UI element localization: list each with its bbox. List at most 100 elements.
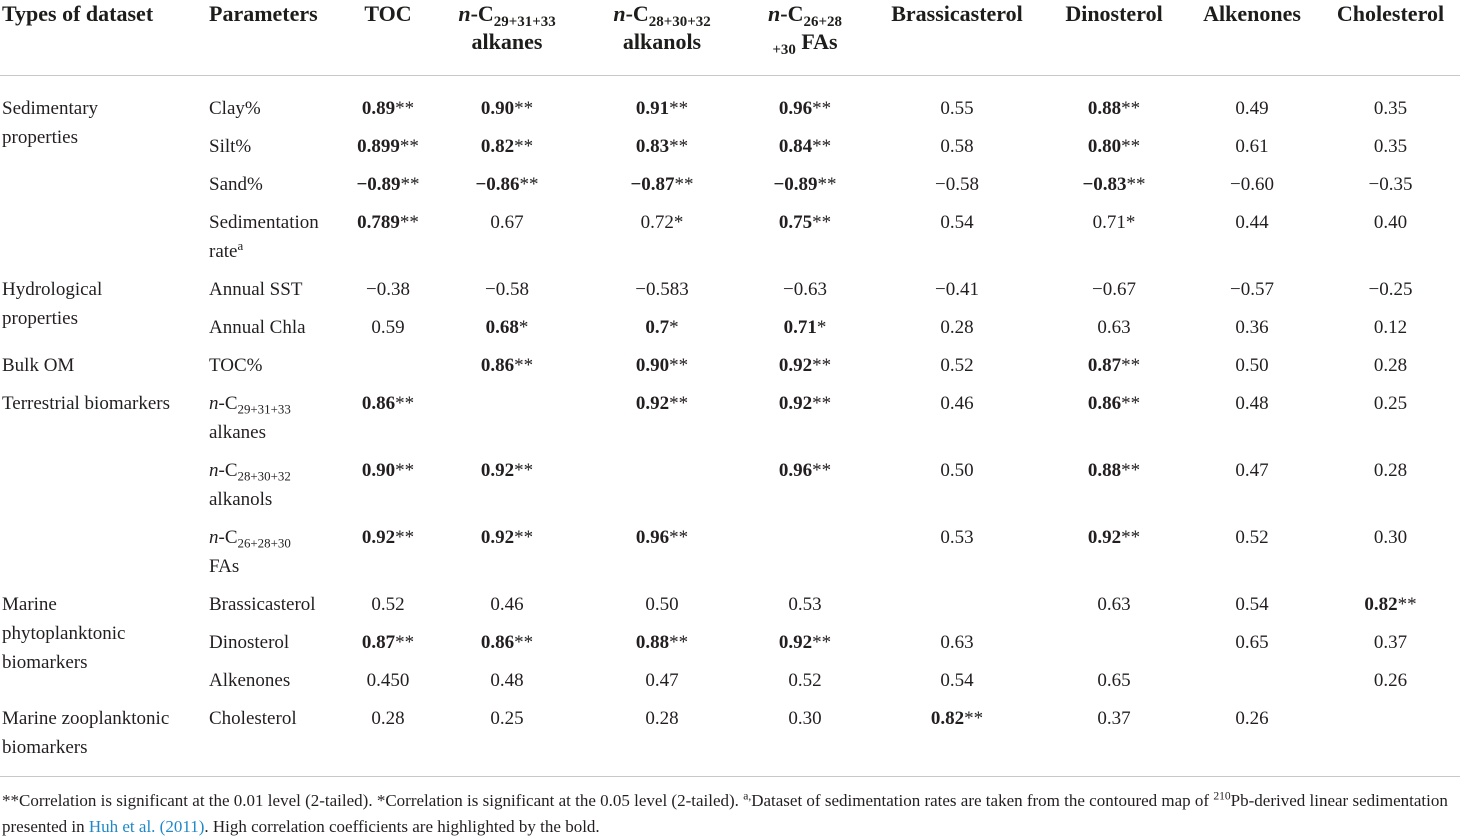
correlation-value: −0.583 [635,278,689,300]
correlation-value: 0.26 [1373,669,1408,691]
correlation-value: 0.67 [490,211,524,233]
correlation-value: −0.60 [1230,173,1274,195]
group-label-line: Bulk OM [2,354,75,376]
table-row: Terrestrial biomarkers n-C29+31+33 alkane… [0,384,1460,451]
correlation-value: 0.96 [778,459,813,481]
parameter: n-C28+30+32 alkanols [205,451,345,518]
citation-link[interactable]: Huh et al. (2011) [88,816,205,836]
column-header: Parameters [209,1,318,26]
correlation-value: 0.86 [1087,392,1122,414]
correlation-cell: 0.40 [1321,203,1460,270]
correlation-value: 0.12 [1373,316,1408,338]
correlation-value: 0.25 [490,707,524,729]
group-label-line: biomarkers [2,736,88,758]
correlation-cell: 0.50 [1183,346,1321,384]
significance-mark: ** [669,97,689,119]
empty-cell [583,451,741,518]
correlation-cell: 0.63 [869,623,1045,661]
correlation-value: 0.49 [1235,97,1269,119]
correlation-cell: −0.38 [345,270,431,308]
parameter: Sedimentation ratea [205,203,345,270]
significance-mark: ** [669,135,689,157]
table-row: Sedimentary properties Clay% 0.89** 0.90** 0.… [0,76,1460,148]
correlation-cell: 0.46 [869,384,1045,451]
correlation-cell: 0.789** [345,203,431,270]
text-part: a, [743,789,752,803]
correlation-value: −0.89 [773,173,818,195]
significance-mark: ** [514,459,534,481]
correlation-value: 0.52 [788,669,822,691]
group-label-line: Marine [2,593,57,615]
correlation-cell: 0.49 [1183,76,1321,128]
correlation-cell: −0.583 [583,270,741,308]
significance-mark: ** [395,459,415,481]
correlation-value: 0.48 [1235,392,1269,414]
correlation-value: 0.26 [1235,707,1269,729]
correlation-cell: 0.86** [431,346,583,384]
correlation-cell: 0.65 [1045,661,1183,699]
correlation-value: 0.899 [357,135,400,157]
significance-mark: * [673,211,684,233]
correlation-value: −0.41 [935,278,979,300]
parameter: TOC% [209,354,263,376]
correlation-cell: 0.30 [1321,518,1460,585]
table-row: Annual Chla 0.59 0.68* 0.7* 0.71* 0.28 0.63 0.3… [0,308,1460,346]
correlation-value: 0.71 [783,316,817,338]
group-label: Marine zooplanktonic biomarkers [0,699,205,776]
column-header: Alkenones [1203,1,1301,26]
correlation-value: 0.88 [1087,459,1122,481]
correlation-value: 0.65 [1235,631,1269,653]
correlation-value: 0.71 [1092,211,1126,233]
significance-mark: ** [514,97,534,119]
significance-mark: * [816,316,827,338]
correlation-value: 0.65 [1097,669,1131,691]
correlation-cell: 0.28 [1321,451,1460,518]
group-label: Terrestrial biomarkers [0,384,205,585]
significance-mark: ** [519,173,539,195]
correlation-cell: 0.96** [583,518,741,585]
correlation-cell: 0.75** [741,203,869,270]
column-header: Brassicasterol [891,1,1023,26]
significance-mark: ** [395,526,415,548]
correlation-value: 0.87 [361,631,396,653]
correlation-value: 0.80 [1087,135,1122,157]
correlation-cell: 0.82** [869,699,1045,776]
table-row: Bulk OM TOC% 0.86** 0.90** 0.92** 0.52 0.87** 0… [0,346,1460,384]
parameter: Brassicasterol [209,593,316,615]
parameter: Annual SST [209,278,303,300]
correlation-value: 0.52 [1235,526,1269,548]
correlation-cell: 0.26 [1183,699,1321,776]
correlation-value: 0.75 [778,211,813,233]
correlation-cell: −0.35 [1321,165,1460,203]
text-part: -C [780,1,804,26]
correlation-value: 0.53 [940,526,974,548]
significance-mark: ** [674,173,694,195]
correlation-cell: 0.450 [345,661,431,699]
significance-mark: ** [1397,593,1417,615]
text-part: 26+28+30 [237,535,291,551]
table-row: Alkenones 0.450 0.48 0.47 0.52 0.54 0.65 0.26 [0,661,1460,699]
correlation-cell: 0.71* [741,308,869,346]
correlation-cell: 0.88** [583,623,741,661]
correlation-value: 0.96 [635,526,670,548]
correlation-cell: −0.58 [431,270,583,308]
significance-mark: ** [964,707,984,729]
correlation-value: 0.28 [1373,354,1408,376]
correlation-cell: −0.67 [1045,270,1183,308]
correlation-cell: 0.48 [1183,384,1321,451]
parameter: n-C26+28+30 FAs [205,518,345,585]
correlation-value: 0.37 [1097,707,1131,729]
correlation-cell: 0.90** [431,76,583,128]
correlation-cell: 0.89** [345,76,431,128]
correlation-cell: 0.82** [1321,585,1460,623]
correlation-cell: −0.25 [1321,270,1460,308]
correlation-value: 0.28 [940,316,974,338]
correlation-cell: 0.46 [431,585,583,623]
correlation-cell: 0.47 [1183,451,1321,518]
column-header: Cholesterol [1336,1,1445,26]
correlation-value: 0.90 [635,354,670,376]
table-row: Dinosterol 0.87** 0.86** 0.88** 0.92** 0.63 0.… [0,623,1460,661]
text-part: Pb-derived linear sedimentation presente… [2,790,1448,836]
correlation-cell: 0.87** [1045,346,1183,384]
